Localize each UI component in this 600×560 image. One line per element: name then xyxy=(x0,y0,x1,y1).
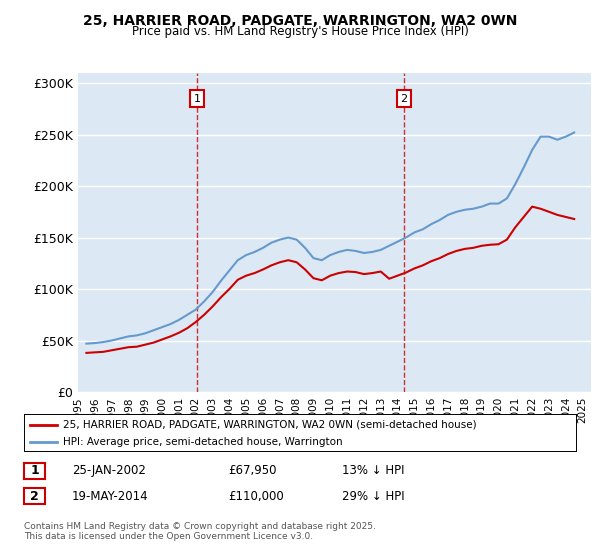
Text: 25, HARRIER ROAD, PADGATE, WARRINGTON, WA2 0WN: 25, HARRIER ROAD, PADGATE, WARRINGTON, W… xyxy=(83,14,517,28)
Text: £110,000: £110,000 xyxy=(228,489,284,503)
Text: 29% ↓ HPI: 29% ↓ HPI xyxy=(342,489,404,503)
Text: 1: 1 xyxy=(30,464,39,478)
Text: Price paid vs. HM Land Registry's House Price Index (HPI): Price paid vs. HM Land Registry's House … xyxy=(131,25,469,38)
Text: 25-JAN-2002: 25-JAN-2002 xyxy=(72,464,146,478)
Text: 13% ↓ HPI: 13% ↓ HPI xyxy=(342,464,404,478)
Text: Contains HM Land Registry data © Crown copyright and database right 2025.
This d: Contains HM Land Registry data © Crown c… xyxy=(24,522,376,542)
Text: HPI: Average price, semi-detached house, Warrington: HPI: Average price, semi-detached house,… xyxy=(62,437,342,447)
Text: 2: 2 xyxy=(400,94,407,104)
Text: £67,950: £67,950 xyxy=(228,464,277,478)
Text: 25, HARRIER ROAD, PADGATE, WARRINGTON, WA2 0WN (semi-detached house): 25, HARRIER ROAD, PADGATE, WARRINGTON, W… xyxy=(62,419,476,430)
Text: 2: 2 xyxy=(30,489,39,503)
Text: 1: 1 xyxy=(193,94,200,104)
Text: 19-MAY-2014: 19-MAY-2014 xyxy=(72,489,149,503)
